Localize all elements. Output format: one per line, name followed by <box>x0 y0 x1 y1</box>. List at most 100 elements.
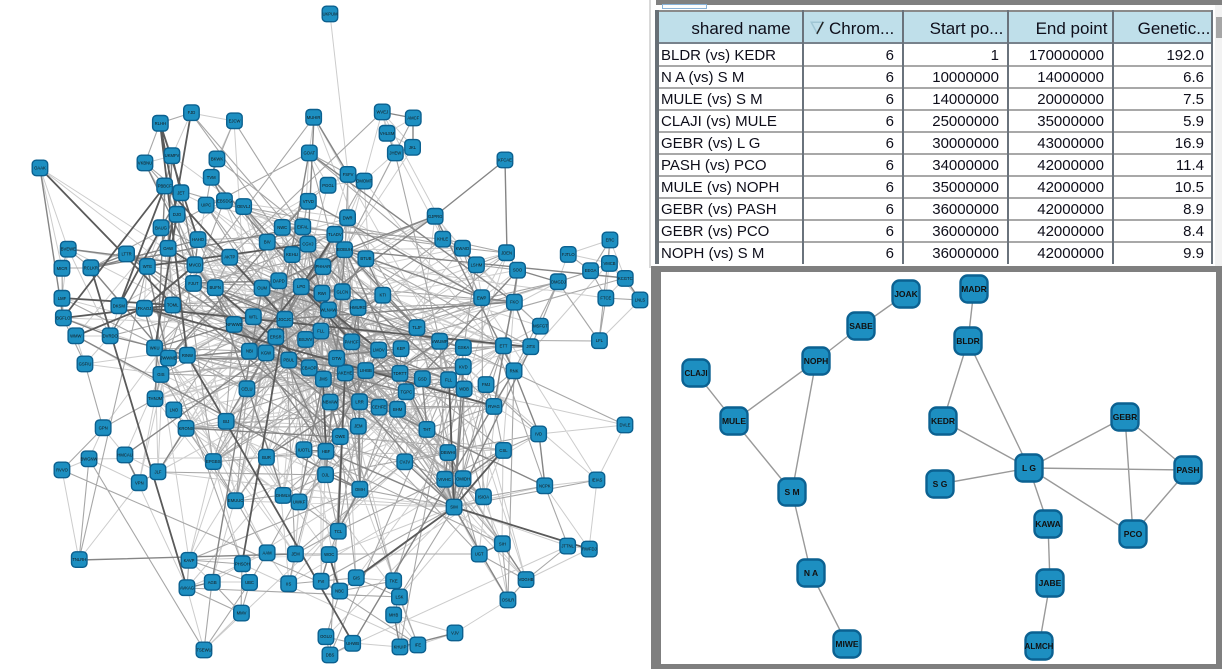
svg-text:UKMFV: UKMFV <box>165 153 180 158</box>
svg-text:BLDR: BLDR <box>956 336 980 346</box>
svg-text:OJL: OJL <box>322 472 330 477</box>
svg-text:AMCF: AMCF <box>407 116 419 121</box>
svg-text:DAPD: DAPD <box>273 278 285 283</box>
svg-text:WMW: WMW <box>70 333 81 338</box>
svg-text:LSK: LSK <box>396 595 404 600</box>
svg-text:KFCAE: KFCAE <box>498 158 512 163</box>
svg-text:KHUIP: KHUIP <box>394 645 407 650</box>
svg-text:OEVLJ: OEVLJ <box>237 204 250 209</box>
svg-text:PCO: PCO <box>1124 529 1143 539</box>
svg-text:THNJM: THNJM <box>148 396 163 401</box>
svg-text:MULE: MULE <box>722 416 746 426</box>
svg-text:RWI: RWI <box>318 291 326 296</box>
svg-text:PHSOH: PHSOH <box>235 561 250 566</box>
svg-text:KEHLI: KEHLI <box>286 252 298 257</box>
svg-text:CELU: CELU <box>241 386 252 391</box>
svg-text:BIV: BIV <box>264 240 271 245</box>
svg-text:CEHFE: CEHFE <box>372 405 386 410</box>
svg-text:OSILR: OSILR <box>502 598 515 603</box>
svg-text:LMF: LMF <box>58 296 67 301</box>
svg-text:JTTNL: JTTNL <box>561 544 574 549</box>
svg-text:EBSDG: EBSDG <box>217 198 232 203</box>
svg-text:THT: THT <box>423 427 432 432</box>
svg-text:IUOTL: IUOTL <box>298 447 311 452</box>
svg-text:RLHH: RLHH <box>155 121 166 126</box>
svg-text:PGGL: PGGL <box>322 183 334 188</box>
svg-text:GSD: GSD <box>418 376 427 381</box>
svg-text:AKTP: AKTP <box>224 255 235 260</box>
svg-text:DVRDO: DVRDO <box>103 333 119 338</box>
svg-text:HBF: HBF <box>322 449 331 454</box>
svg-text:BUR: BUR <box>262 455 271 460</box>
svg-text:JWWME: JWWME <box>160 356 176 361</box>
svg-text:RVVO: RVVO <box>56 468 69 473</box>
svg-text:JKL: JKL <box>409 145 417 150</box>
svg-text:VIVHC: VIVHC <box>438 477 451 482</box>
svg-text:CGVJ: CGVJ <box>302 242 313 247</box>
svg-text:EMUUC: EMUUC <box>228 498 243 503</box>
svg-text:OUM: OUM <box>257 286 267 291</box>
svg-text:DKSM: DKSM <box>113 303 126 308</box>
svg-text:WVEJ: WVEJ <box>376 110 388 115</box>
svg-text:OMIDH: OMIDH <box>456 476 470 481</box>
svg-text:KEP: KEP <box>397 346 406 351</box>
svg-text:KHLE: KHLE <box>437 237 448 242</box>
svg-text:PBUL: PBUL <box>283 358 295 363</box>
svg-text:DVLE: DVLE <box>620 423 631 428</box>
svg-text:HAHO: HAHO <box>192 237 205 242</box>
svg-text:PASH: PASH <box>1177 465 1200 475</box>
svg-text:LRR: LRR <box>355 399 363 404</box>
svg-text:JABE: JABE <box>1039 578 1062 588</box>
svg-text:BSJVV: BSJVV <box>299 337 312 342</box>
svg-text:S M: S M <box>784 487 799 497</box>
svg-text:OMOMT: OMOMT <box>356 179 372 184</box>
svg-text:LNLS: LNLS <box>635 298 646 303</box>
svg-text:RINW: RINW <box>182 353 193 358</box>
svg-text:KRONS: KRONS <box>179 426 194 431</box>
svg-text:MICR: MICR <box>57 266 68 271</box>
svg-text:PAHCF: PAHCF <box>345 339 359 344</box>
svg-text:ETT: ETT <box>500 344 508 349</box>
svg-text:LIHBB: LIHBB <box>360 368 372 373</box>
svg-text:GLCN: GLCN <box>336 289 348 294</box>
svg-text:DBWHI: DBWHI <box>441 450 455 455</box>
svg-text:VJV: VJV <box>451 631 459 636</box>
svg-text:EEGA: EEGA <box>585 268 597 273</box>
svg-text:WTL: WTL <box>249 314 259 319</box>
svg-text:KVD: KVD <box>459 364 468 369</box>
svg-text:GSFIU: GSFIU <box>79 362 92 367</box>
svg-text:FSFV: FSFV <box>343 172 354 177</box>
svg-text:OAW: OAW <box>163 246 173 251</box>
svg-text:EJCW: EJCW <box>229 119 241 124</box>
svg-text:VPN: VPN <box>135 480 144 485</box>
svg-text:BGFLO: BGFLO <box>56 316 71 321</box>
svg-text:LMOV: LMOV <box>373 348 385 353</box>
svg-text:RVAG: RVAG <box>488 404 499 409</box>
svg-text:PBBCF: PBBCF <box>158 184 172 189</box>
svg-text:LSHM: LSHM <box>471 263 483 268</box>
svg-text:MMV: MMV <box>237 611 247 616</box>
svg-text:BIJ: BIJ <box>223 419 229 424</box>
svg-text:CLAJI: CLAJI <box>684 369 707 378</box>
svg-text:NBVAW: NBVAW <box>323 400 338 405</box>
svg-text:TLADV: TLADV <box>328 232 342 237</box>
svg-text:FJUT: FJUT <box>188 281 199 286</box>
svg-text:LNO: LNO <box>170 408 179 413</box>
svg-text:ALMCH: ALMCH <box>1025 642 1054 651</box>
svg-text:KWAID: KWAID <box>456 246 470 251</box>
svg-text:TOML: TOML <box>167 303 179 308</box>
svg-text:SIM: SIM <box>450 505 458 510</box>
svg-text:LTTR: LTTR <box>122 252 132 257</box>
svg-text:JLF: JLF <box>155 470 162 475</box>
svg-text:UIPC: UIPC <box>201 203 211 208</box>
svg-text:VHLSM: VHLSM <box>380 131 395 136</box>
svg-text:OTW: OTW <box>332 356 342 361</box>
svg-text:TGPC: TGPC <box>400 389 412 394</box>
svg-text:KEDR: KEDR <box>931 416 955 426</box>
svg-text:WOC: WOC <box>324 552 334 557</box>
svg-text:TCL: TCL <box>334 529 343 534</box>
svg-text:MIWE: MIWE <box>835 639 858 649</box>
svg-text:EWP: EWP <box>477 295 487 300</box>
svg-text:TDRTT: TDRTT <box>393 371 407 376</box>
svg-text:FTCE: FTCE <box>600 296 611 301</box>
